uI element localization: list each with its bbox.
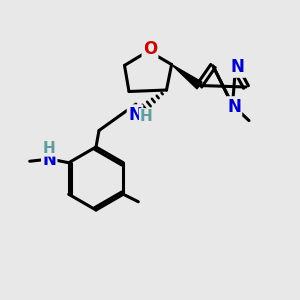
Text: N: N (42, 151, 56, 169)
Polygon shape (172, 64, 202, 89)
Text: O: O (143, 40, 157, 58)
Text: H: H (43, 141, 56, 156)
Text: N: N (231, 58, 245, 76)
Text: N: N (128, 106, 142, 124)
Text: N: N (227, 98, 241, 116)
Text: H: H (140, 109, 152, 124)
